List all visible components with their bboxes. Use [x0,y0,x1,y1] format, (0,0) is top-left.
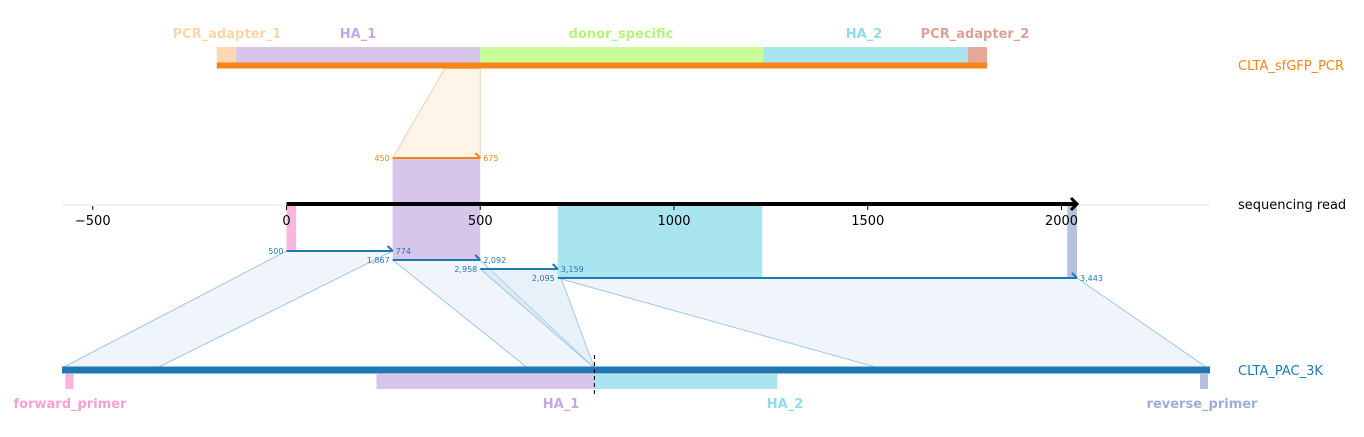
bottom-segment-0-start-label: 500 [268,247,283,256]
bottom-segment-1-start-label: 1,867 [367,256,390,265]
bottom-segment-1-arrowhead [474,254,481,261]
bottom-link-0 [61,250,393,369]
label-PCR_adapter_2: PCR_adapter_2 [921,27,1030,42]
top-track [216,47,988,69]
read-tick-label-0: −500 [75,214,111,229]
alignment-segments: 450 675 500 774 1,867 2,092 2,958 3,159 2,095 3,4… [268,152,1103,283]
bottom-segment-3-start-label: 2,095 [532,274,555,283]
bottom-segment-3-end-label: 3,443 [1080,274,1103,283]
top-segment-0-start-label: 450 [374,154,389,163]
label-PCR_adapter_1: PCR_adapter_1 [173,27,282,42]
track-label-bottom: CLTA_PAC_3K [1238,364,1323,379]
bottom-feature-HA_2 [594,374,778,389]
read-track [62,196,1210,212]
read-highlights [286,158,1077,278]
top-link-0 [391,68,481,159]
bottom-feature-reverse_primer [1200,374,1209,389]
bottom-track [62,355,1210,394]
label-forward_primer: forward_primer [14,397,128,412]
read-axis-ticks: −500 0 500 1000 1500 2000 [75,206,1078,229]
track-label-read: sequencing read [1238,198,1346,213]
bottom-feature-forward_primer [65,374,74,389]
top-feature-HA_2 [763,47,968,63]
top-feature-HA_1 [236,47,481,63]
read-highlight-reverse_primer [1067,204,1077,278]
bottom-segment-0-end-label: 774 [396,247,411,256]
label-HA_2-top: HA_2 [846,27,883,42]
bottom-link-3 [557,277,1210,369]
label-HA_2-bottom: HA_2 [767,397,804,412]
track-label-top: CLTA_sfGFP_PCR [1238,59,1344,74]
bottom-segment-2-arrowhead [552,263,559,270]
bottom-segment-3-arrowhead [1071,272,1078,279]
read-highlight-forward_primer [286,204,297,251]
read-tick-label-5: 2000 [1045,214,1078,229]
bottom-segment-0-arrowhead [386,245,394,252]
read-tick-label-1: 0 [282,214,290,229]
top-segment-0-arrowhead [474,152,481,159]
read-arrow-head [1069,196,1080,212]
bottom-feature-HA_1 [376,374,595,389]
read-highlight-HA_1 [392,158,481,260]
read-tick-label-4: 1500 [851,214,884,229]
label-HA_1-top: HA_1 [340,27,377,42]
label-reverse_primer: reverse_primer [1147,397,1259,412]
read-highlight-HA_2 [557,204,763,278]
alignment-links [61,68,1210,369]
top-segment-0-end-label: 675 [483,154,498,163]
label-donor_specific: donor_specific [569,27,674,42]
bottom-segment-2-start-label: 2,958 [454,265,477,274]
read-tick-label-3: 1000 [657,214,690,229]
read-tick-label-2: 500 [468,214,493,229]
bottom-segment-2-end-label: 3,159 [561,265,584,274]
top-feature-PCR_adapter_1 [216,47,237,63]
top-feature-donor_specific [480,47,764,63]
top-feature-PCR_adapter_2 [967,47,988,63]
bottom-segment-1-end-label: 2,092 [483,256,506,265]
label-HA_1-bottom: HA_1 [543,397,580,412]
